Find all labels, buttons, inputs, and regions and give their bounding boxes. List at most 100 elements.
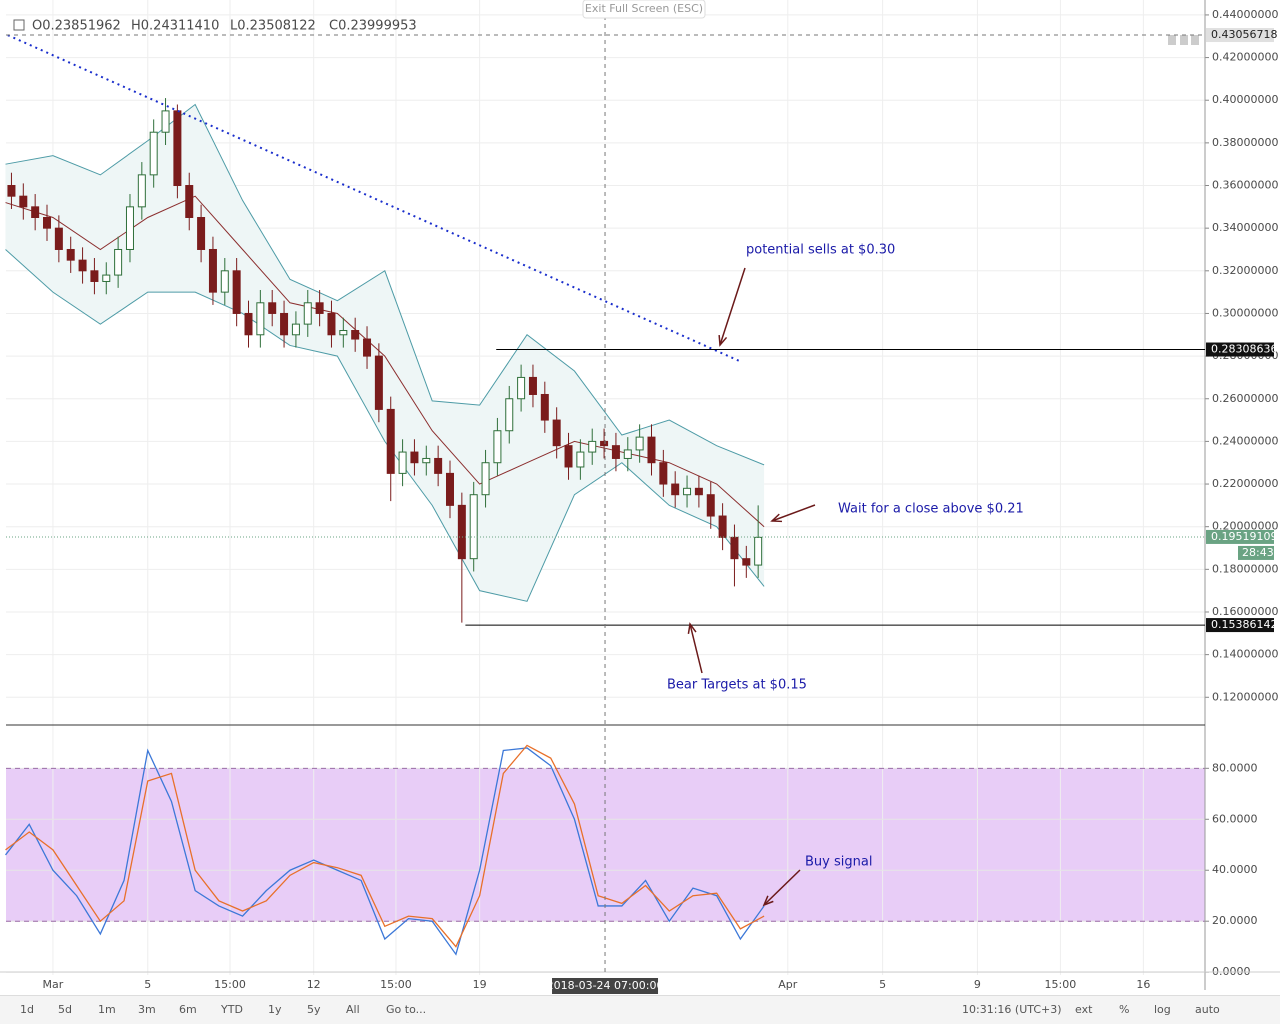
candle-body bbox=[149, 131, 158, 176]
candle-body bbox=[552, 419, 561, 447]
candle-body bbox=[256, 302, 265, 336]
y-tick-label: 0.14000000 bbox=[1212, 648, 1278, 661]
annotation: Buy signal bbox=[805, 855, 872, 870]
countdown: 28:43 bbox=[1242, 546, 1274, 559]
countdown-box bbox=[1238, 545, 1274, 560]
candle-body bbox=[517, 376, 526, 400]
y-tick-label: 0.38000000 bbox=[1212, 136, 1278, 149]
y-tick-label: 20.0000 bbox=[1212, 914, 1258, 927]
candle-body bbox=[564, 445, 573, 468]
toolbar-button[interactable]: ext bbox=[1075, 1003, 1093, 1016]
candle-body bbox=[114, 248, 123, 276]
y-tick-label: 80.0000 bbox=[1212, 761, 1258, 774]
candle-body bbox=[683, 487, 692, 496]
toolbar-button[interactable]: auto bbox=[1195, 1003, 1220, 1016]
x-tick-label: 12 bbox=[307, 978, 321, 991]
top-icons bbox=[1168, 35, 1199, 45]
candle-body bbox=[244, 312, 253, 336]
crosshair-price-box bbox=[1206, 28, 1274, 43]
toolbar-button[interactable]: 6m bbox=[179, 1003, 197, 1016]
exit-button-box[interactable] bbox=[582, 0, 706, 19]
candle-body bbox=[422, 457, 431, 464]
candle-body bbox=[457, 504, 466, 560]
x-tick-label: 15:00 bbox=[214, 978, 246, 991]
arrow bbox=[719, 267, 746, 346]
toolbar-button[interactable]: YTD bbox=[221, 1003, 243, 1016]
candle-body bbox=[137, 174, 146, 208]
candle-body bbox=[125, 206, 134, 250]
candle-body bbox=[623, 449, 632, 459]
y-tick-label: 0.42000000 bbox=[1212, 51, 1278, 64]
candle-body bbox=[351, 330, 360, 340]
arrow-head bbox=[718, 334, 728, 347]
candle-body bbox=[173, 110, 182, 187]
arrow-head bbox=[770, 513, 783, 523]
arrow bbox=[689, 623, 703, 674]
annotation: potential sells at $0.30 bbox=[746, 243, 895, 258]
y-tick-label: 0.20000000 bbox=[1212, 520, 1278, 533]
candle-body bbox=[398, 451, 407, 474]
y-tick-label: 0.24000000 bbox=[1212, 434, 1278, 447]
toolbar-button[interactable]: 1d bbox=[20, 1003, 34, 1016]
candle-body bbox=[671, 483, 680, 496]
y-tick-label: 0.30000000 bbox=[1212, 306, 1278, 319]
arrow-head bbox=[762, 895, 774, 907]
candle-body bbox=[197, 217, 206, 250]
candle-body bbox=[102, 274, 111, 282]
x-tick-label: Mar bbox=[43, 978, 64, 991]
toolbar-button[interactable]: 1y bbox=[268, 1003, 282, 1016]
candle-body bbox=[291, 323, 300, 336]
candle-body bbox=[66, 248, 75, 261]
candle-body bbox=[315, 302, 324, 314]
candle-body bbox=[339, 330, 348, 336]
candle-body bbox=[161, 110, 170, 133]
y-tick-label: 0.18000000 bbox=[1212, 562, 1278, 575]
exit-button[interactable]: Exit Full Screen (ESC) bbox=[585, 2, 703, 15]
candle-body bbox=[481, 462, 490, 496]
crosshair-price: 0.43056718 bbox=[1211, 28, 1277, 41]
candle-body bbox=[220, 270, 229, 293]
level-label: 0.28308636 bbox=[1211, 343, 1277, 356]
annotation: Wait for a close above $0.21 bbox=[838, 502, 1024, 517]
candle-body bbox=[493, 430, 502, 464]
toolbar-button[interactable]: log bbox=[1154, 1003, 1171, 1016]
candle-body bbox=[694, 487, 703, 496]
ohlc-value: O0.23851962 bbox=[32, 19, 121, 34]
y-tick-label: 0.44000000 bbox=[1212, 8, 1278, 21]
toolbar-button[interactable]: 5y bbox=[307, 1003, 321, 1016]
candle-body bbox=[718, 515, 727, 538]
toolbar-button: 10:31:16 (UTC+3) bbox=[962, 1003, 1062, 1016]
candle-body bbox=[268, 302, 277, 314]
arrow bbox=[763, 869, 801, 906]
candle-body bbox=[303, 302, 312, 325]
candle-body bbox=[90, 270, 99, 282]
candle-body bbox=[386, 408, 395, 474]
x-tick-label: 9 bbox=[974, 978, 981, 991]
crosshair-time: 2018-03-24 07:00:00 bbox=[547, 979, 664, 992]
last-price-label: 0.19519109 bbox=[1211, 530, 1277, 543]
x-tick-label: 19 bbox=[473, 978, 487, 991]
ohlc-value: C0.23999953 bbox=[329, 19, 417, 34]
arrow-head bbox=[687, 622, 697, 634]
candle-body bbox=[54, 227, 63, 250]
level-label-box bbox=[1206, 618, 1274, 633]
crosshair-time-box bbox=[552, 978, 659, 994]
toolbar-button[interactable]: 1m bbox=[98, 1003, 116, 1016]
toolbar-button[interactable]: 5d bbox=[58, 1003, 72, 1016]
candle-body bbox=[43, 217, 52, 229]
candle-body bbox=[19, 195, 28, 208]
toolbar-button[interactable]: Go to... bbox=[386, 1003, 427, 1016]
candle-body bbox=[742, 558, 751, 566]
candle-body bbox=[280, 312, 289, 336]
candle-body bbox=[374, 355, 383, 410]
candle-body bbox=[635, 436, 644, 451]
candle-body bbox=[445, 472, 454, 506]
legend-icon bbox=[13, 19, 25, 31]
candle-body bbox=[327, 312, 336, 336]
toolbar-button[interactable]: All bbox=[346, 1003, 360, 1016]
toolbar-button[interactable]: 3m bbox=[138, 1003, 156, 1016]
candle-body bbox=[505, 398, 514, 432]
stoch-line bbox=[5, 747, 765, 956]
toolbar-button[interactable]: % bbox=[1119, 1003, 1130, 1016]
y-tick-label: 0.40000000 bbox=[1212, 93, 1278, 106]
